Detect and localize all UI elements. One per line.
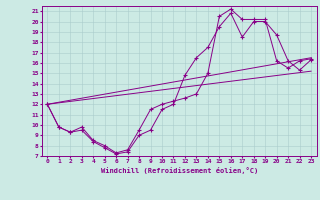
X-axis label: Windchill (Refroidissement éolien,°C): Windchill (Refroidissement éolien,°C) xyxy=(100,167,258,174)
